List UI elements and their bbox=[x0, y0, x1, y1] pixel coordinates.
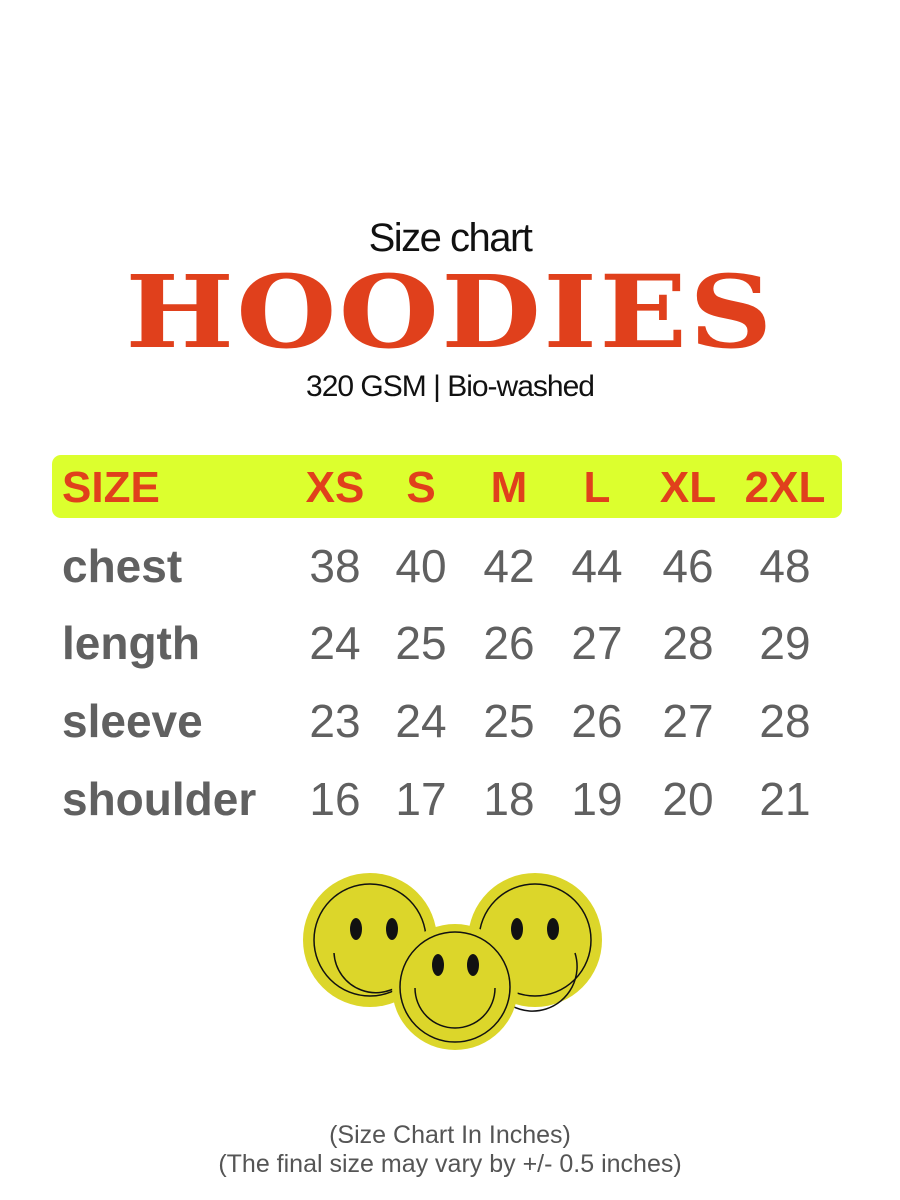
table-cell: 46 bbox=[662, 540, 714, 592]
table-row-length: length 24 25 26 27 28 29 bbox=[0, 608, 900, 678]
tolerance-note: (The final size may vary by +/- 0.5 inch… bbox=[218, 1150, 682, 1178]
table-cell: 28 bbox=[662, 617, 714, 669]
table-cell: 38 bbox=[309, 540, 361, 592]
table-row-sleeve: sleeve 23 24 25 26 27 28 bbox=[0, 686, 900, 756]
table-cell: 17 bbox=[395, 773, 447, 825]
row-label: sleeve bbox=[62, 695, 203, 747]
table-row-shoulder: shoulder 16 17 18 19 20 21 bbox=[0, 764, 900, 834]
size-header-label: SIZE bbox=[62, 463, 160, 512]
smiley-faces-icon bbox=[303, 873, 602, 1050]
size-m: M bbox=[490, 463, 528, 512]
chart-subtitle: Size chart bbox=[368, 216, 533, 260]
row-label: shoulder bbox=[62, 773, 257, 825]
table-cell: 26 bbox=[483, 617, 535, 669]
table-cell: 24 bbox=[395, 695, 447, 747]
smiley-center-icon bbox=[392, 924, 518, 1050]
size-header-row: SIZE XS S M L XL 2XL bbox=[0, 453, 900, 523]
size-2xl: 2XL bbox=[744, 463, 826, 512]
table-cell: 21 bbox=[759, 773, 811, 825]
size-xl: XL bbox=[659, 463, 717, 512]
table-row-chest: chest 38 40 42 44 46 48 bbox=[0, 531, 900, 601]
size-l: L bbox=[583, 463, 611, 512]
table-cell: 27 bbox=[571, 617, 623, 669]
fabric-spec: 320 GSM | Bio-washed bbox=[306, 370, 595, 403]
table-cell: 27 bbox=[662, 695, 714, 747]
table-cell: 20 bbox=[662, 773, 714, 825]
table-cell: 40 bbox=[395, 540, 447, 592]
table-cell: 42 bbox=[483, 540, 535, 592]
table-cell: 44 bbox=[571, 540, 623, 592]
row-label: chest bbox=[62, 540, 183, 592]
table-cell: 29 bbox=[759, 617, 811, 669]
table-cell: 48 bbox=[759, 540, 811, 592]
units-note: (Size Chart In Inches) bbox=[329, 1121, 571, 1149]
table-cell: 19 bbox=[571, 773, 623, 825]
size-s: S bbox=[406, 463, 436, 512]
table-cell: 28 bbox=[759, 695, 811, 747]
table-cell: 26 bbox=[571, 695, 623, 747]
header-highlight-bar bbox=[52, 455, 842, 518]
size-xs: XS bbox=[305, 463, 365, 512]
table-cell: 18 bbox=[483, 773, 535, 825]
table-cell: 23 bbox=[309, 695, 361, 747]
product-title: HOODIES bbox=[125, 253, 775, 371]
table-cell: 25 bbox=[395, 617, 447, 669]
table-cell: 25 bbox=[483, 695, 535, 747]
row-label: length bbox=[62, 617, 200, 669]
table-cell: 16 bbox=[309, 773, 361, 825]
table-cell: 24 bbox=[309, 617, 361, 669]
